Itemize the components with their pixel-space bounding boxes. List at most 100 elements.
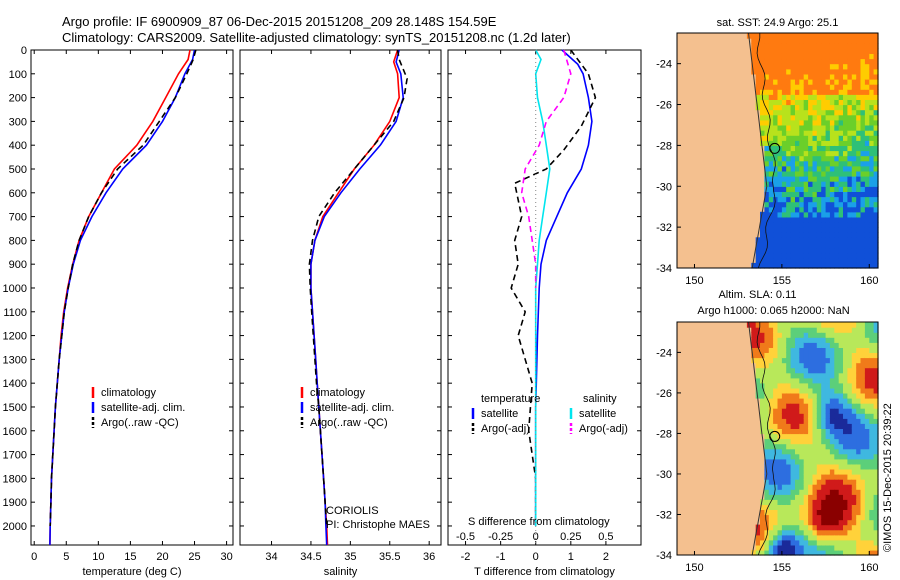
map-cell bbox=[777, 160, 783, 167]
map-cell bbox=[825, 524, 831, 531]
map-cell bbox=[860, 463, 866, 470]
map-cell bbox=[777, 514, 783, 521]
map-cell bbox=[760, 119, 765, 126]
map-cell bbox=[851, 73, 857, 80]
map-cell bbox=[799, 458, 805, 465]
map-cell bbox=[812, 38, 818, 44]
map-cell bbox=[799, 135, 805, 141]
map-cell bbox=[803, 332, 809, 338]
map-cell bbox=[856, 155, 862, 162]
map-cell bbox=[851, 504, 857, 510]
map-cell bbox=[829, 211, 835, 218]
map-cell bbox=[821, 130, 827, 136]
map-cell bbox=[777, 114, 783, 121]
y-tick-label: 100 bbox=[9, 69, 27, 81]
map-cell bbox=[843, 494, 848, 500]
map-cell bbox=[768, 206, 774, 213]
map-cell bbox=[795, 382, 800, 389]
map-cell bbox=[816, 387, 822, 394]
map-cell bbox=[860, 322, 866, 328]
map-cell bbox=[799, 342, 805, 348]
map-cell bbox=[825, 433, 831, 440]
map-cell bbox=[834, 408, 840, 414]
map-cell bbox=[808, 332, 814, 338]
map-cell bbox=[781, 403, 787, 409]
map-cell bbox=[803, 58, 809, 65]
map-cell bbox=[755, 104, 761, 111]
map-cell bbox=[781, 53, 787, 60]
map-cell bbox=[843, 499, 848, 505]
map-cell bbox=[816, 140, 822, 146]
map-cell bbox=[799, 89, 805, 95]
map-cell bbox=[764, 428, 770, 435]
map-cell bbox=[786, 196, 792, 203]
map-cell bbox=[781, 529, 787, 536]
map-cell bbox=[790, 38, 796, 44]
map-cell bbox=[838, 514, 844, 521]
map-cell bbox=[803, 216, 809, 223]
map-cell bbox=[864, 262, 870, 269]
map-cell bbox=[869, 347, 875, 353]
map-cell bbox=[773, 367, 779, 374]
map-cell bbox=[760, 372, 765, 379]
map-cell bbox=[755, 342, 761, 348]
map-cell bbox=[795, 347, 800, 353]
map-cell bbox=[760, 222, 765, 228]
map-cell bbox=[851, 252, 857, 259]
map-cell bbox=[851, 130, 857, 136]
imos-timestamp-watermark: ©IMOS 15-Dec-2015 20:39:22 bbox=[882, 403, 894, 552]
map-cell bbox=[825, 186, 831, 192]
map-cell bbox=[825, 494, 831, 500]
map-cell bbox=[860, 119, 866, 126]
map-cell bbox=[781, 222, 787, 228]
annotation-text: CORIOLIS bbox=[326, 505, 379, 517]
map-cell bbox=[838, 342, 844, 348]
map-cell bbox=[838, 423, 844, 429]
map-cell bbox=[799, 150, 805, 157]
map-cell bbox=[847, 479, 853, 485]
map-cell bbox=[803, 125, 809, 131]
map-cell bbox=[812, 216, 818, 223]
map-cell bbox=[799, 53, 805, 60]
map-cell bbox=[760, 242, 765, 249]
map-cell bbox=[799, 176, 805, 182]
map-cell bbox=[843, 443, 848, 450]
map-cell bbox=[786, 474, 792, 480]
map-cell bbox=[760, 252, 765, 259]
map-cell bbox=[777, 479, 783, 485]
map-cell bbox=[795, 544, 800, 551]
map-cell bbox=[873, 145, 879, 152]
map-cell bbox=[829, 94, 835, 100]
legend-label: satellite-adj. clim. bbox=[101, 402, 185, 414]
map-cell bbox=[808, 160, 814, 167]
map-cell bbox=[812, 145, 818, 152]
map-cell bbox=[856, 206, 862, 213]
map-cell bbox=[808, 170, 814, 177]
map-cell bbox=[825, 357, 831, 364]
map-cell bbox=[829, 38, 835, 44]
map-cell bbox=[856, 352, 862, 359]
map-cell bbox=[790, 524, 796, 531]
map-cell bbox=[777, 252, 783, 259]
map-cell bbox=[864, 206, 870, 213]
map-cell bbox=[821, 43, 827, 49]
map-cell bbox=[825, 398, 831, 404]
map-cell bbox=[812, 155, 818, 162]
map-cell bbox=[864, 357, 870, 364]
map-cell bbox=[843, 342, 848, 348]
map-cell bbox=[825, 211, 831, 218]
map-cell bbox=[777, 529, 783, 536]
map-cell bbox=[825, 109, 831, 116]
map-cell bbox=[851, 227, 857, 233]
map-cell bbox=[838, 84, 844, 90]
map-cell bbox=[851, 372, 857, 379]
map-cell bbox=[755, 337, 761, 343]
map-cell bbox=[821, 494, 827, 500]
map-cell bbox=[768, 176, 774, 182]
map-cell bbox=[795, 130, 800, 136]
temperature-axes-frame bbox=[30, 49, 234, 546]
map-cell bbox=[847, 468, 853, 475]
map-cell bbox=[847, 114, 853, 121]
y-tick-label: 1500 bbox=[3, 402, 27, 414]
map-cell bbox=[847, 382, 853, 389]
